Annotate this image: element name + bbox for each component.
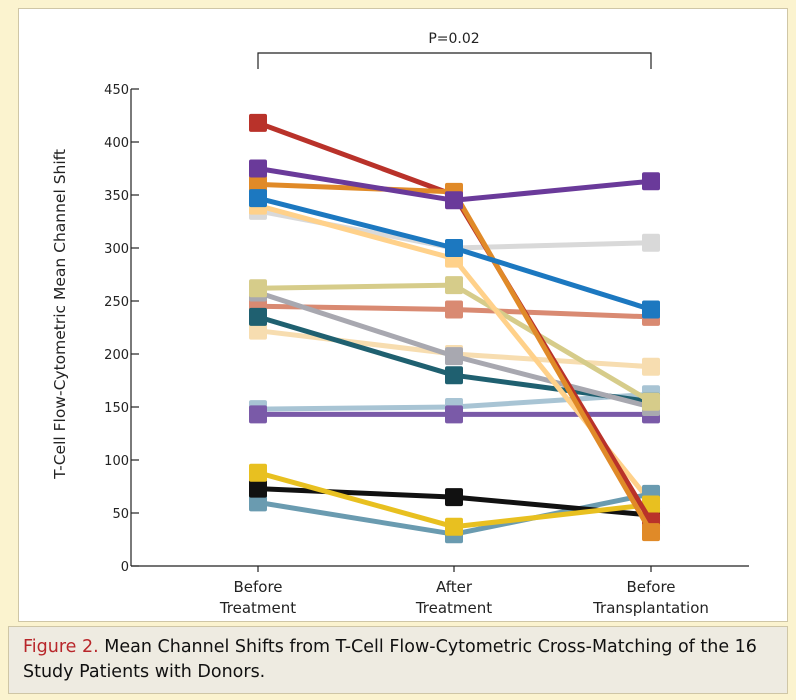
y-tick-label: 0 <box>121 560 129 575</box>
data-point <box>249 321 267 340</box>
data-point <box>445 191 463 210</box>
data-point <box>249 279 267 298</box>
data-point <box>642 357 660 376</box>
y-axis-label: T-Cell Flow-Cytometric Mean Channel Shif… <box>51 149 69 480</box>
series-15 <box>249 159 660 210</box>
x-tick-label: Treatment <box>219 599 296 617</box>
data-point <box>445 405 463 424</box>
caption-label: Figure 2. <box>23 637 99 657</box>
line-chart: 0 50 100 150 200 250 300 350 400 450 Before Treatme… <box>51 31 749 617</box>
data-point <box>249 159 267 178</box>
y-tick-label: 200 <box>104 348 129 363</box>
figure-caption: Figure 2. Mean Channel Shifts from T-Cel… <box>8 626 788 694</box>
y-tick-label: 300 <box>104 242 129 257</box>
significance-bracket <box>257 52 652 69</box>
data-point <box>642 233 660 252</box>
y-tick-label: 150 <box>104 401 129 416</box>
y-tick-label: 350 <box>104 189 129 204</box>
data-point <box>249 479 267 498</box>
data-point <box>249 175 267 194</box>
series-8 <box>249 276 660 411</box>
x-tick-label: Before <box>233 578 282 596</box>
data-point <box>445 488 463 507</box>
data-point <box>249 405 267 424</box>
data-point <box>642 523 660 542</box>
chart-panel: 0 50 100 150 200 250 300 350 400 450 Before Treatme… <box>18 8 788 622</box>
data-point <box>249 493 267 512</box>
data-point <box>445 300 463 319</box>
data-point <box>249 463 267 482</box>
y-tick-label: 250 <box>104 295 129 310</box>
data-point <box>445 347 463 366</box>
data-point <box>642 172 660 191</box>
data-point <box>445 239 463 257</box>
data-point <box>642 300 660 319</box>
x-tick-label: Treatment <box>415 599 492 617</box>
x-tick-label: Before <box>626 578 675 596</box>
data-point <box>249 189 267 208</box>
series-line <box>257 120 654 523</box>
data-point <box>249 113 267 132</box>
data-point <box>642 495 660 514</box>
y-tick-label: 450 <box>104 83 129 98</box>
data-point <box>445 276 463 295</box>
data-point <box>445 366 463 385</box>
y-tick-label: 400 <box>104 136 129 151</box>
series-12 <box>249 463 660 536</box>
p-value-annotation: P=0.02 <box>428 31 479 47</box>
data-point <box>642 392 660 411</box>
y-tick-label: 50 <box>112 507 129 522</box>
data-point <box>249 307 267 326</box>
x-tick-label: Transplantation <box>592 599 709 617</box>
x-tick-label: After <box>436 578 473 596</box>
caption-text: Mean Channel Shifts from T-Cell Flow-Cyt… <box>23 637 757 682</box>
y-tick-label: 100 <box>104 454 129 469</box>
series-16 <box>249 189 660 319</box>
data-point <box>445 517 463 536</box>
